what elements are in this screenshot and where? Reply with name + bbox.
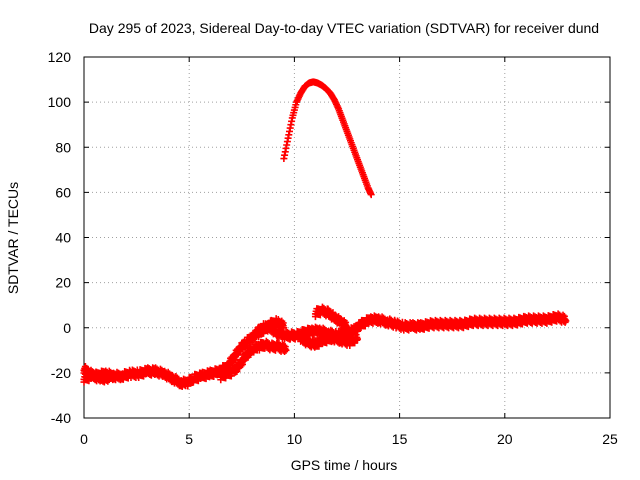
y-tick-label: 20 [55, 275, 71, 291]
x-tick-label: 10 [287, 431, 303, 447]
y-tick-label: 40 [55, 230, 71, 246]
y-axis-label: SDTVAR / TECUs [5, 182, 21, 294]
data-point [280, 324, 288, 332]
x-tick-label: 20 [497, 431, 513, 447]
data-point [562, 317, 570, 325]
grid-lines [84, 57, 610, 418]
axis-ticks: 0 5 10 15 20 25 -40 -20 0 20 40 60 80 100 120 [48, 49, 618, 447]
x-tick-label: 15 [392, 431, 408, 447]
y-tick-label: 100 [48, 94, 72, 110]
y-tick-label: 60 [55, 184, 71, 200]
data-point [354, 335, 362, 343]
y-tick-label: -20 [51, 365, 71, 381]
x-tick-label: 5 [185, 431, 193, 447]
x-tick-label: 0 [80, 431, 88, 447]
data-point [105, 376, 113, 384]
y-tick-label: 80 [55, 139, 71, 155]
data-point [282, 346, 290, 354]
y-tick-label: 120 [48, 49, 72, 65]
y-tick-label: -40 [51, 410, 71, 426]
x-tick-label: 25 [602, 431, 618, 447]
data-points [80, 78, 570, 391]
chart-title: Day 295 of 2023, Sidereal Day-to-day VTE… [89, 20, 599, 36]
y-tick-label: 0 [63, 320, 71, 336]
plot-frame [83, 56, 611, 419]
x-axis-label: GPS time / hours [291, 457, 398, 473]
data-point [367, 191, 375, 199]
data-point [343, 324, 351, 332]
